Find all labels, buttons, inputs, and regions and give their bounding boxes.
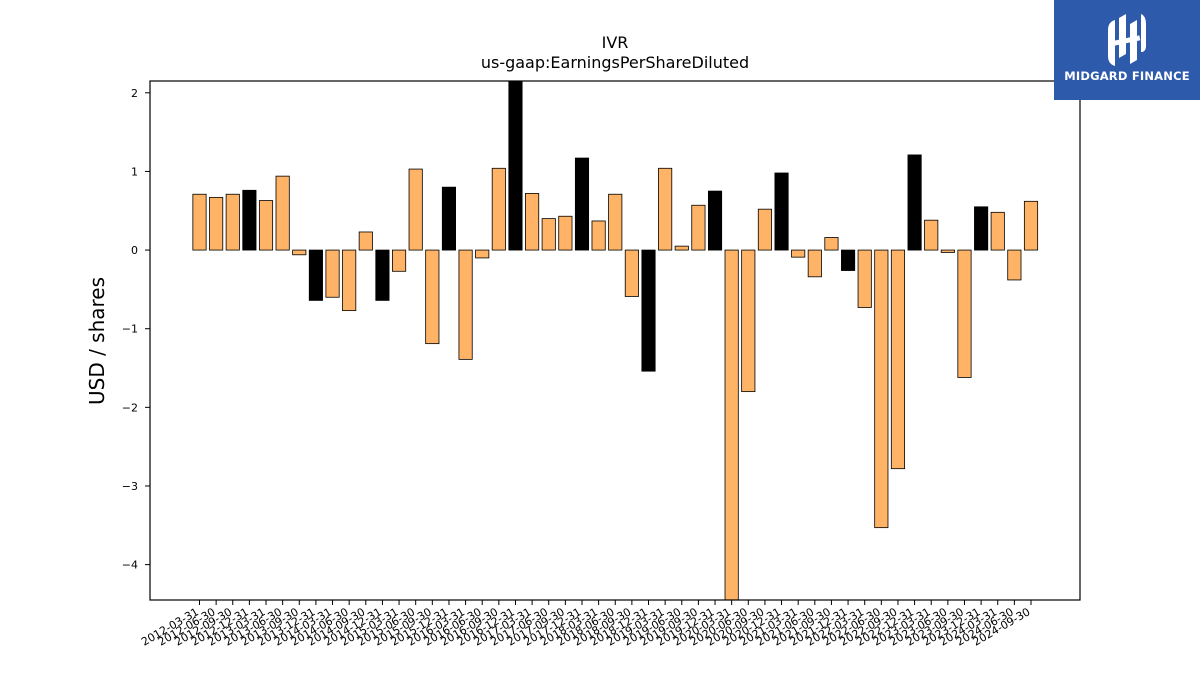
bar-2022-09-30 [890,249,906,470]
bar-2015-06-30 [408,168,423,251]
bar-2020-12-31 [774,172,789,251]
bar-2016-06-30 [475,249,490,259]
bar-2021-09-30 [824,237,839,251]
bar-2012-12-31 [242,189,257,251]
bar-2013-09-30 [292,249,307,256]
bar-2021-06-30 [807,249,822,278]
x-axis-ticks: 2012-03-312012-06-302012-09-302012-12-31… [139,600,1033,649]
bars-layer [192,80,1039,601]
bar-2017-06-30 [541,218,556,251]
y-tick-label: −2 [122,401,138,414]
y-tick-label: −4 [122,559,138,572]
bar-2018-06-30 [608,193,623,251]
bar-2021-12-31 [841,249,856,271]
y-tick-label: 0 [131,244,138,257]
bar-2015-03-31 [392,249,407,272]
brand-logo: MIDGARD FINANCE [1054,0,1200,100]
bar-2023-06-30 [940,249,955,253]
chart-title: IVR [602,33,629,52]
bar-2014-09-30 [358,231,373,251]
y-tick-label: −3 [122,480,138,493]
bar-2018-09-30 [624,249,639,297]
bar-2014-12-31 [375,249,390,301]
bar-2013-03-31 [258,200,274,251]
bar-2017-03-31 [525,193,540,251]
bar-2023-12-31 [974,206,989,251]
bar-2014-03-31 [325,249,340,298]
bar-2024-06-30 [1007,249,1022,281]
bar-2024-09-30 [1023,200,1039,251]
bar-2016-03-31 [458,249,473,360]
bar-2022-03-31 [857,249,872,308]
bar-2013-12-31 [308,249,323,301]
plot-frame [149,80,1081,601]
bar-2023-03-31 [924,219,939,251]
bar-2020-03-31 [724,249,739,601]
bar-2015-12-31 [441,186,456,251]
midgard-logo-icon [1108,14,1146,66]
bar-2018-03-31 [591,220,606,251]
y-tick-label: −1 [122,323,138,336]
bar-2012-06-30 [209,196,224,251]
bar-2019-03-31 [658,167,673,251]
bar-2020-09-30 [757,208,772,251]
bar-2012-03-31 [192,193,207,251]
bar-2022-06-30 [874,249,889,529]
brand-name: MIDGARD FINANCE [1064,69,1190,83]
bar-2019-12-31 [707,190,723,251]
bar-2012-09-30 [225,193,240,251]
bar-2014-06-30 [342,249,357,312]
bar-2017-09-30 [558,215,573,251]
bar-2020-06-30 [741,249,756,393]
bar-2019-06-30 [674,245,689,251]
y-tick-label: 1 [131,165,138,178]
bar-2023-09-30 [957,249,972,378]
bar-2021-03-31 [791,249,806,258]
bar-2015-09-30 [425,249,440,345]
bar-2022-12-31 [907,154,922,251]
bar-2018-12-31 [641,249,656,372]
chart-subtitle: us-gaap:EarningsPerShareDiluted [481,53,749,72]
y-tick-label: 2 [131,87,138,100]
bar-2019-09-30 [691,204,706,251]
bar-2016-09-30 [491,167,506,251]
bar-2013-06-30 [275,175,290,251]
bar-2016-12-31 [508,80,523,251]
bar-2024-03-31 [990,211,1005,251]
bar-2017-12-31 [574,157,590,251]
y-axis-label: USD / shares [85,277,109,405]
y-axis-ticks: 2 1 0 −1 −2 −3 −4 [122,87,150,572]
